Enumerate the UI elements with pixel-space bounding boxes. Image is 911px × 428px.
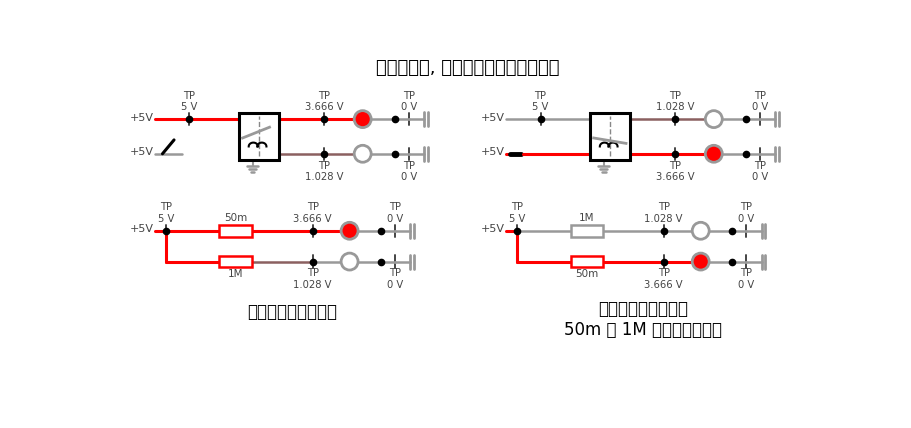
Circle shape <box>691 253 709 270</box>
Text: TP
0 V: TP 0 V <box>751 91 767 112</box>
Text: +5V: +5V <box>481 224 505 234</box>
Text: TP
0 V: TP 0 V <box>400 160 416 182</box>
Text: TP
3.666 V: TP 3.666 V <box>655 160 694 182</box>
Text: TP
5 V: TP 5 V <box>181 91 198 112</box>
Bar <box>570 225 602 237</box>
Text: TP
1.028 V: TP 1.028 V <box>293 268 332 290</box>
Bar <box>570 256 602 268</box>
Text: 1M: 1M <box>228 269 243 279</box>
Text: TP
0 V: TP 0 V <box>386 202 403 224</box>
Text: 开关闭合的等价对比
50m 和 1M 的电阻交换位置: 开关闭合的等价对比 50m 和 1M 的电阻交换位置 <box>563 300 722 339</box>
Bar <box>220 256 251 268</box>
Bar <box>239 113 279 160</box>
Text: +5V: +5V <box>481 147 505 157</box>
Text: 形成回路后, 电流流过电阻产生电压降: 形成回路后, 电流流过电阻产生电压降 <box>375 59 558 77</box>
Text: TP
1.028 V: TP 1.028 V <box>655 91 694 112</box>
Text: +5V: +5V <box>481 113 505 122</box>
Text: TP
0 V: TP 0 V <box>737 268 753 290</box>
Circle shape <box>341 222 358 239</box>
Text: TP
5 V: TP 5 V <box>532 91 548 112</box>
Circle shape <box>341 253 358 270</box>
Text: 50m: 50m <box>224 214 247 223</box>
Text: TP
0 V: TP 0 V <box>386 268 403 290</box>
Circle shape <box>691 222 709 239</box>
Text: TP
3.666 V: TP 3.666 V <box>644 268 682 290</box>
Text: TP
3.666 V: TP 3.666 V <box>293 202 332 224</box>
Text: TP
0 V: TP 0 V <box>751 160 767 182</box>
Circle shape <box>704 145 722 162</box>
Text: TP
5 V: TP 5 V <box>158 202 174 224</box>
Circle shape <box>353 111 371 128</box>
Bar <box>589 113 630 160</box>
Text: TP
3.666 V: TP 3.666 V <box>304 91 343 112</box>
Circle shape <box>704 111 722 128</box>
Text: +5V: +5V <box>130 113 154 122</box>
Text: TP
5 V: TP 5 V <box>508 202 525 224</box>
Bar <box>220 225 251 237</box>
Text: TP
0 V: TP 0 V <box>737 202 753 224</box>
Circle shape <box>353 145 371 162</box>
Text: 1M: 1M <box>578 214 594 223</box>
Text: 开关断开的等价对比: 开关断开的等价对比 <box>247 303 336 321</box>
Text: TP
1.028 V: TP 1.028 V <box>644 202 682 224</box>
Text: +5V: +5V <box>130 147 154 157</box>
Text: TP
1.028 V: TP 1.028 V <box>304 160 343 182</box>
Text: +5V: +5V <box>130 224 154 234</box>
Text: TP
0 V: TP 0 V <box>400 91 416 112</box>
Text: 50m: 50m <box>575 269 598 279</box>
